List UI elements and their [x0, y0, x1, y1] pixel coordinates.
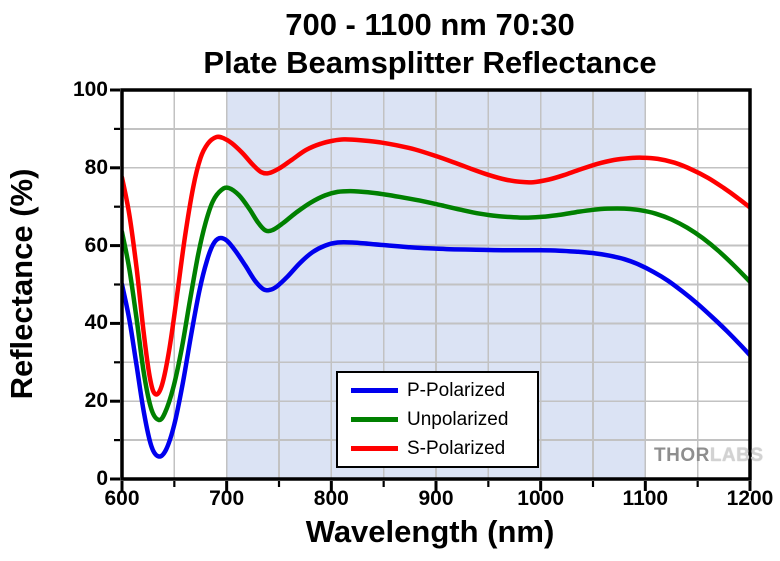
- x-tick-label: 600: [104, 487, 140, 510]
- chart-title: 700 - 1100 nm 70:30 Plate Beamsplitter R…: [203, 6, 656, 82]
- legend-entry-p-polarized: P-Polarized: [338, 378, 537, 403]
- watermark-thor: THOR: [654, 445, 710, 466]
- y-tick-label: 80: [84, 155, 108, 179]
- y-axis-title: Reflectance (%): [4, 168, 39, 400]
- x-tick-label: 1200: [726, 487, 774, 510]
- legend-label: Unpolarized: [407, 409, 509, 430]
- legend-line-swatch-green: [351, 417, 398, 422]
- y-tick-label: 0: [96, 467, 108, 490]
- curve-s-polarized: [121, 134, 751, 397]
- chart-title-line1: 700 - 1100 nm 70:30: [285, 7, 575, 42]
- y-tick-label: 40: [84, 311, 108, 335]
- legend-line-swatch-blue: [351, 388, 398, 393]
- x-tick-label: 1000: [517, 487, 565, 510]
- curve-p-polarized: [121, 235, 751, 459]
- chart-title-line2: Plate Beamsplitter Reflectance: [203, 45, 657, 80]
- x-axis-title: Wavelength (nm): [305, 514, 555, 549]
- watermark-labs: LABS: [709, 445, 764, 466]
- legend-label: S-Polarized: [407, 438, 506, 459]
- legend-box: P-Polarized Unpolarized S-Polarized: [336, 371, 539, 468]
- x-tick-label: 1100: [622, 487, 669, 510]
- x-tick-label: 900: [418, 487, 454, 510]
- legend-line-swatch-red: [351, 446, 398, 451]
- x-tick-label: 700: [209, 487, 245, 510]
- plot-frame: [120, 88, 752, 481]
- y-tick-label: 20: [84, 389, 108, 413]
- thorlabs-watermark: THORLABS: [654, 445, 764, 467]
- curve-unpolarized: [121, 185, 751, 423]
- x-tick-label: 800: [313, 487, 349, 510]
- legend-entry-unpolarized: Unpolarized: [338, 407, 537, 432]
- y-tick-label: 100: [72, 78, 108, 101]
- legend-label: P-Polarized: [407, 380, 506, 401]
- legend-entry-s-polarized: S-Polarized: [338, 436, 537, 461]
- y-tick-label: 60: [84, 233, 108, 257]
